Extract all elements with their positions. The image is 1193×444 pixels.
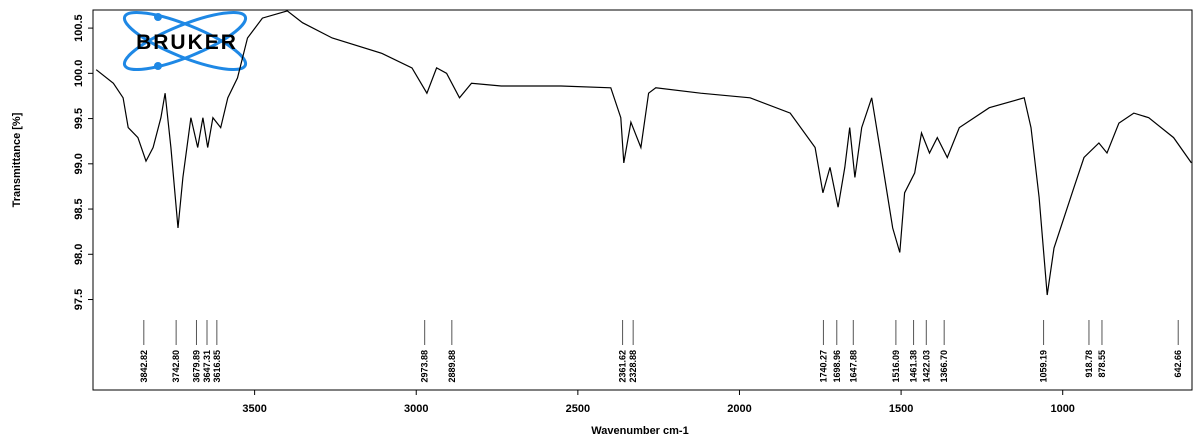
peak-label: 1366.70 <box>939 350 949 383</box>
x-tick-label: 3000 <box>404 403 428 415</box>
peak-label: 642.66 <box>1173 350 1183 378</box>
logo-orbit <box>122 10 248 72</box>
peak-label: 1698.96 <box>832 350 842 383</box>
x-tick-label: 1000 <box>1050 403 1074 415</box>
plot-frame <box>92 9 1193 391</box>
logo: BRUKER <box>122 10 248 72</box>
peak-label: 3647.31 <box>202 350 212 383</box>
peak-label: 2889.88 <box>447 350 457 383</box>
peak-label: 3742.80 <box>171 350 181 383</box>
logo-orbit <box>122 10 248 72</box>
logo-text: BRUKER <box>136 31 238 54</box>
x-tick-label: 2500 <box>566 403 590 415</box>
y-tick-label: 98.0 <box>73 244 85 265</box>
peak-label: 1740.27 <box>818 350 828 383</box>
peak-label: 3616.85 <box>212 350 222 383</box>
logo-dot <box>154 62 162 70</box>
peak-label: 1461.38 <box>909 350 919 383</box>
y-tick-label: 99.5 <box>73 108 85 129</box>
spectrum-line <box>95 10 1192 296</box>
y-tick-label: 97.5 <box>73 289 85 310</box>
peak-label: 2361.62 <box>618 350 628 383</box>
peak-label: 3679.89 <box>191 350 201 383</box>
logo-dot <box>154 13 162 21</box>
peak-label: 1516.09 <box>891 350 901 383</box>
peak-label: 918.78 <box>1084 350 1094 378</box>
peak-label: 878.55 <box>1097 350 1107 378</box>
x-tick-label: 1500 <box>889 403 913 415</box>
y-tick-label: 98.5 <box>73 198 85 219</box>
peak-label: 2328.88 <box>628 350 638 383</box>
x-tick-label: 3500 <box>242 403 266 415</box>
y-tick-label: 100.5 <box>73 14 85 42</box>
y-tick-label: 99.0 <box>73 153 85 174</box>
peak-label: 1059.19 <box>1039 350 1049 383</box>
x-tick-label: 2000 <box>727 403 751 415</box>
peak-label: 1647.88 <box>848 350 858 383</box>
peak-label: 1422.03 <box>921 350 931 383</box>
x-axis-label: Wavenumber cm-1 <box>591 425 688 437</box>
peak-label: 2973.88 <box>420 350 430 383</box>
peak-label: 3842.82 <box>139 350 149 383</box>
y-axis-label: Transmittance [%] <box>11 112 23 207</box>
y-tick-label: 100.0 <box>73 60 85 88</box>
